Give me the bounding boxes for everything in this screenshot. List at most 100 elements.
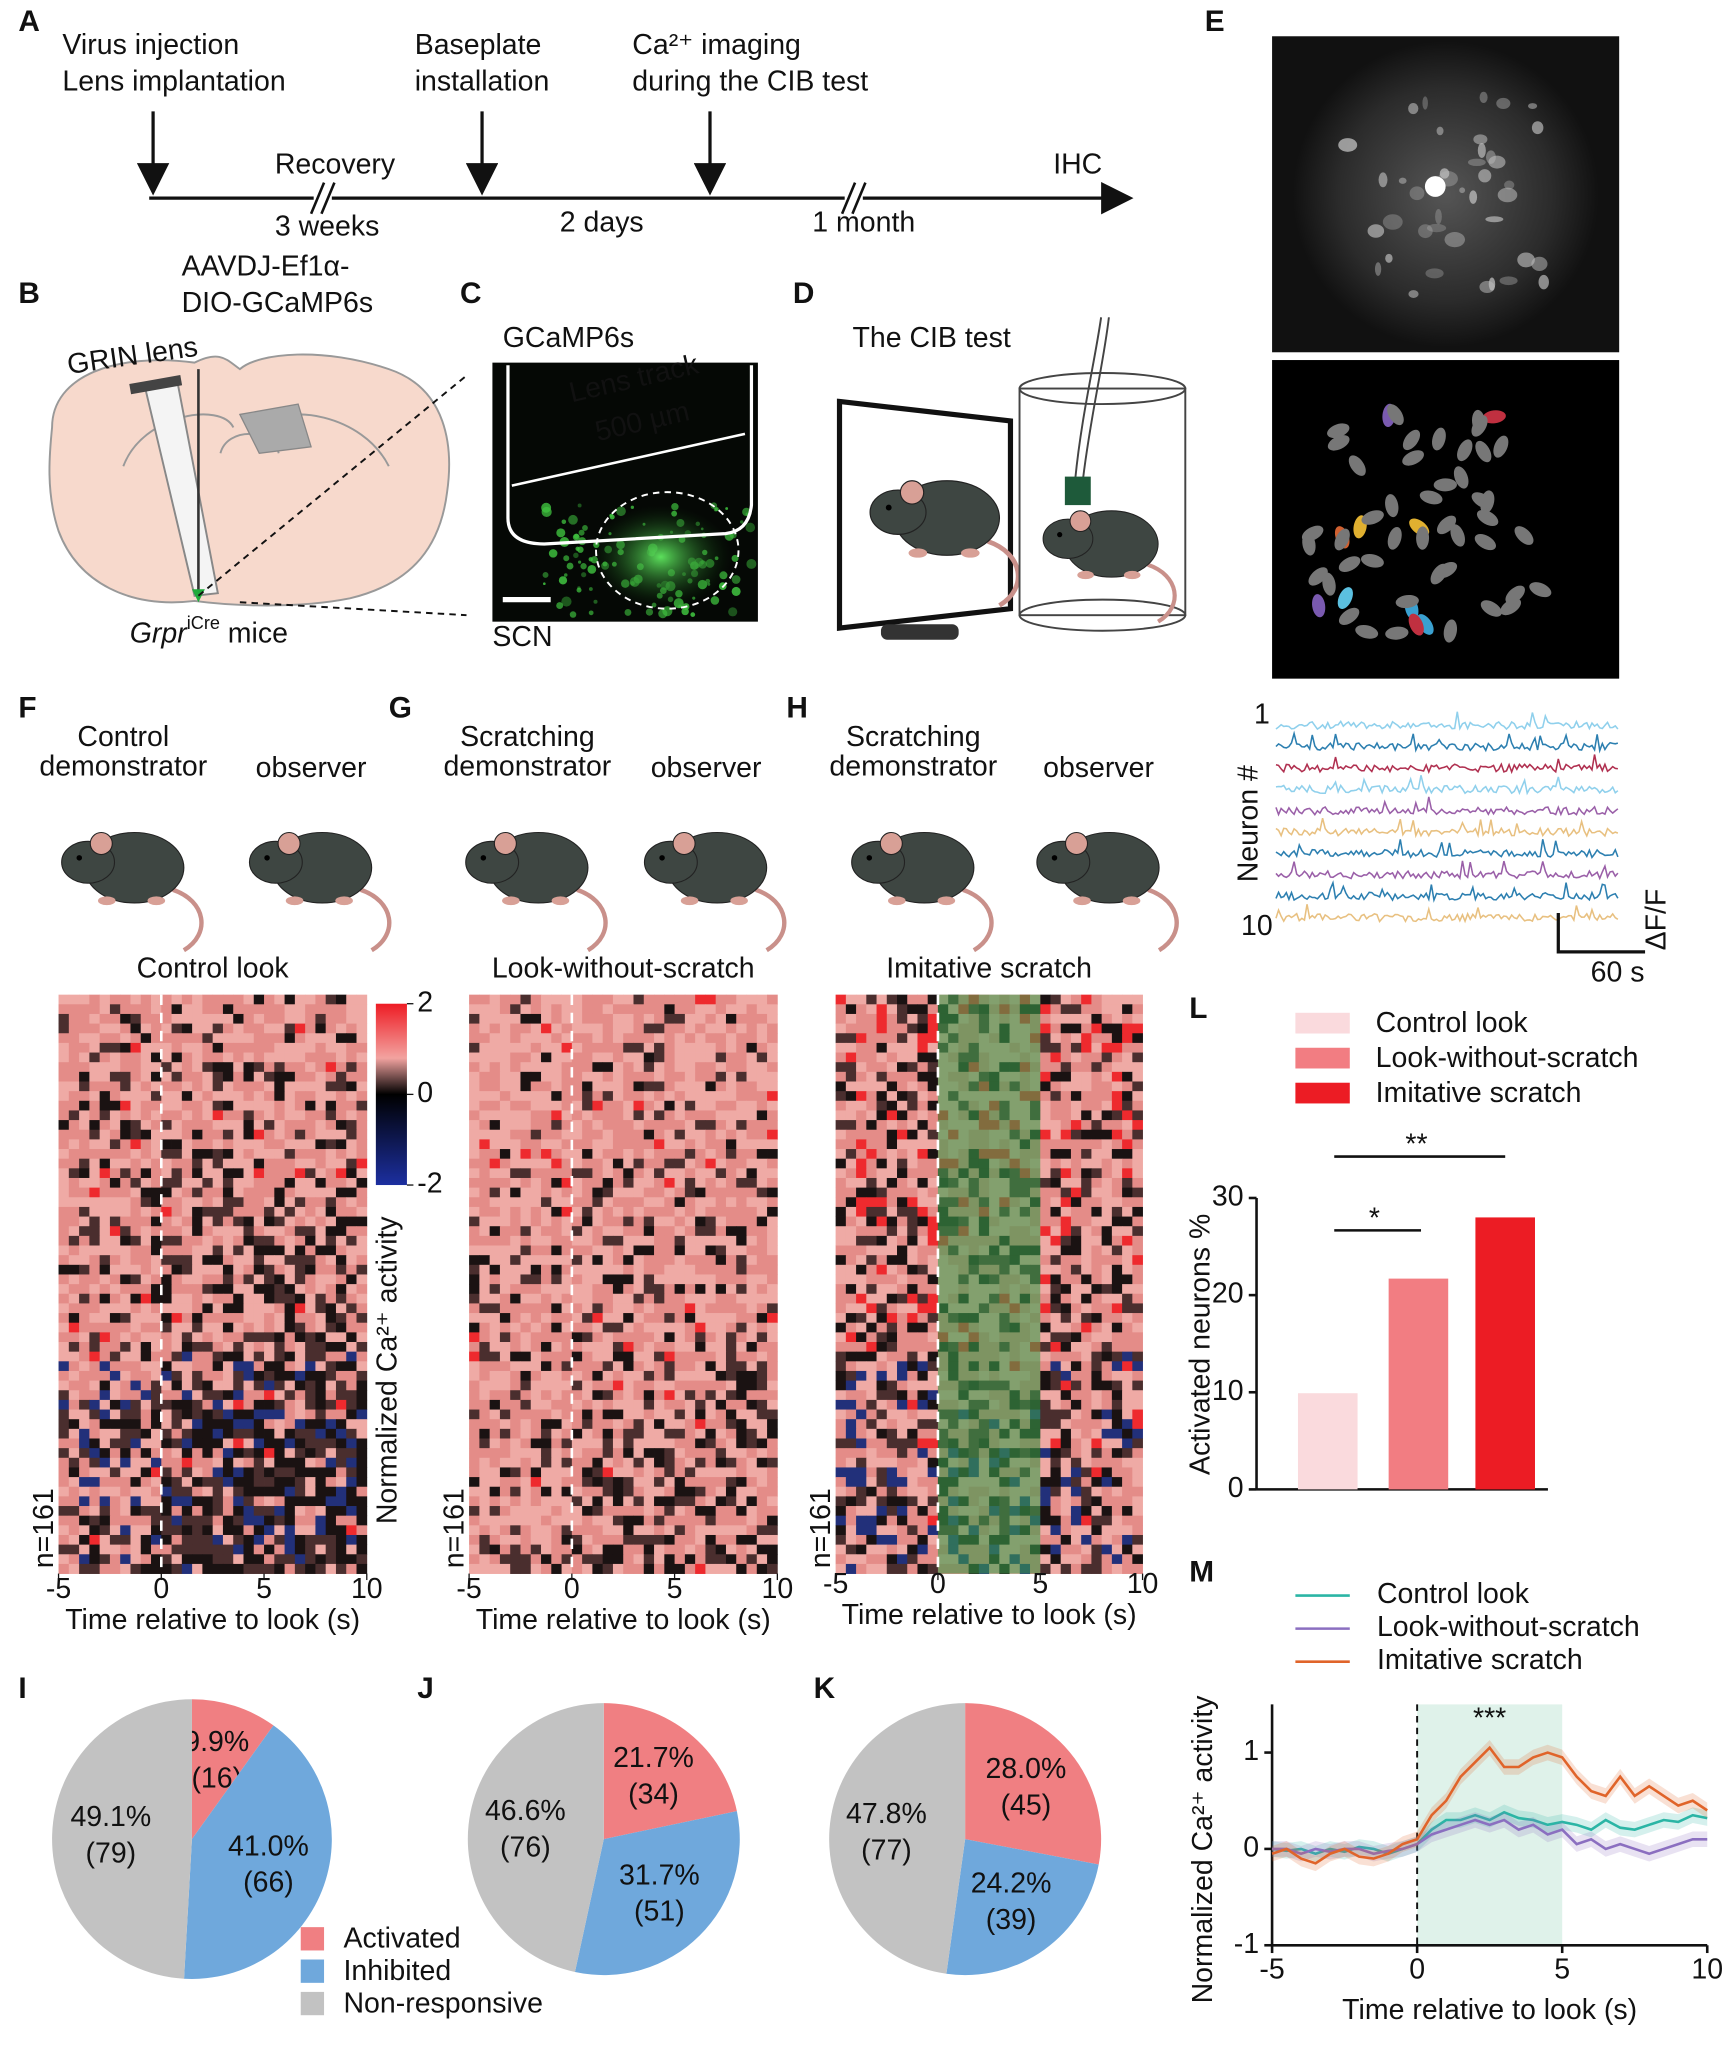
roi [1385, 626, 1409, 640]
heatmap-cell [151, 1409, 162, 1420]
heatmap-cell [1132, 1177, 1143, 1189]
heatmap-cell [499, 1438, 511, 1449]
heatmap-cell [151, 1303, 162, 1314]
heatmap-cell [551, 1496, 562, 1507]
heatmap-cell [917, 1071, 929, 1082]
heatmap-cell [99, 1506, 111, 1517]
heatmap-cell [684, 1409, 696, 1420]
heatmap-cell [602, 1448, 614, 1459]
heatmap-cell [856, 1206, 867, 1217]
heatmap-cell [767, 1120, 778, 1131]
mouse-illustration [1042, 510, 1177, 624]
heatmap-cell [305, 1419, 316, 1430]
heatmap-cell [222, 1062, 234, 1073]
heatmap-cell [1111, 1091, 1123, 1102]
heatmap-cell [756, 1081, 768, 1092]
heatmap-cell [253, 1206, 265, 1217]
heatmap-cell [520, 1506, 532, 1517]
heatmap-cell [325, 1534, 337, 1546]
heatmap-cell [1091, 1042, 1103, 1053]
heatmap-cell [294, 1023, 306, 1034]
heatmap-cell [551, 1091, 562, 1102]
heatmap-cell [530, 1033, 542, 1044]
heatmap-cell [866, 1033, 877, 1044]
heatmap-cell [602, 1235, 614, 1246]
heatmap-cell [643, 1023, 655, 1034]
heatmap-cell [253, 1168, 265, 1179]
heatmap-cell [253, 1477, 265, 1488]
heatmap-cell [202, 1438, 214, 1449]
heatmap-cell [294, 1120, 306, 1131]
heatmap-cell [161, 1197, 172, 1208]
heatmap-cell [856, 1100, 867, 1111]
heatmap-cell [623, 1303, 634, 1314]
heatmap-cell [335, 1062, 347, 1073]
heatmap-cell [489, 1129, 501, 1140]
heatmap-cell [684, 1187, 696, 1198]
heatmap-cell [479, 1322, 491, 1333]
heatmap-cell [58, 1071, 70, 1082]
heatmap-cell [222, 1428, 234, 1439]
heatmap-cell [222, 1554, 234, 1565]
heatmap-cell [171, 1525, 183, 1536]
heatmap-cell [695, 1120, 706, 1131]
heatmap-cell [161, 1419, 172, 1430]
heatmap-cell [684, 1284, 696, 1295]
heatmap-cell [171, 994, 183, 1005]
heatmap-cell [335, 1149, 347, 1160]
heatmap-cell [130, 994, 142, 1005]
heatmap-cell [695, 1004, 706, 1015]
heatmap-cell [633, 1255, 645, 1266]
heatmap-cell [1070, 1197, 1082, 1208]
heatmap-cell [623, 1525, 634, 1536]
heatmap-cell [264, 1409, 275, 1420]
heatmap-cell [561, 1457, 573, 1468]
heatmap-cell [356, 1563, 368, 1574]
heatmap-cell [746, 1313, 758, 1324]
heatmap-cell [551, 1168, 562, 1179]
heatmap-cell [181, 1284, 193, 1295]
heatmap-cell [202, 1187, 214, 1198]
heatmap-cell [171, 1139, 183, 1150]
heatmap-cell [633, 1110, 645, 1121]
heatmap-cell [58, 1158, 70, 1169]
heatmap-cell [335, 1534, 347, 1546]
heatmap-cell [68, 1506, 80, 1517]
heatmap-cell [835, 1042, 847, 1053]
heatmap-cell [695, 994, 706, 1005]
heatmap-cell [68, 1284, 80, 1295]
histology-signal [564, 573, 568, 577]
heatmap-cell [886, 1042, 898, 1053]
heatmap-cell [499, 1390, 511, 1401]
heatmap-cell [274, 1525, 285, 1536]
mouse-foot [97, 896, 116, 906]
heatmap-cell [1081, 1139, 1092, 1150]
heatmap-cell [1091, 1168, 1103, 1179]
heatmap-cell [756, 1206, 768, 1217]
heatmap-cell [705, 1255, 717, 1266]
heatmap-cell [767, 1023, 778, 1034]
heatmap-cell [479, 1428, 491, 1439]
heatmap-cell [161, 1438, 172, 1449]
heatmap-cell [499, 1477, 511, 1488]
heatmap-cell [68, 1293, 80, 1304]
roi [1338, 556, 1361, 572]
heatmap-cell [571, 1322, 583, 1333]
heatmap-cell [89, 1071, 101, 1082]
heatmap-cell [151, 1255, 162, 1266]
heatmap-cell [222, 1409, 234, 1420]
heatmap-cell [1091, 1091, 1103, 1102]
heatmap-cell [845, 1274, 857, 1285]
heatmap-cell [499, 1235, 511, 1246]
heatmap-cell [181, 1168, 193, 1179]
heatmap-cell [489, 1052, 501, 1063]
heatmap-cell [284, 1313, 296, 1324]
heatmap-cell [356, 1477, 368, 1488]
heatmap-cell [866, 1168, 877, 1179]
histology-signal [541, 502, 552, 513]
heatmap-cell [856, 1303, 867, 1314]
heatmap-cell [856, 1226, 867, 1237]
heatmap-cell [233, 1216, 244, 1227]
heatmap-cell [866, 1120, 877, 1131]
heatmap-cell [202, 1515, 214, 1526]
